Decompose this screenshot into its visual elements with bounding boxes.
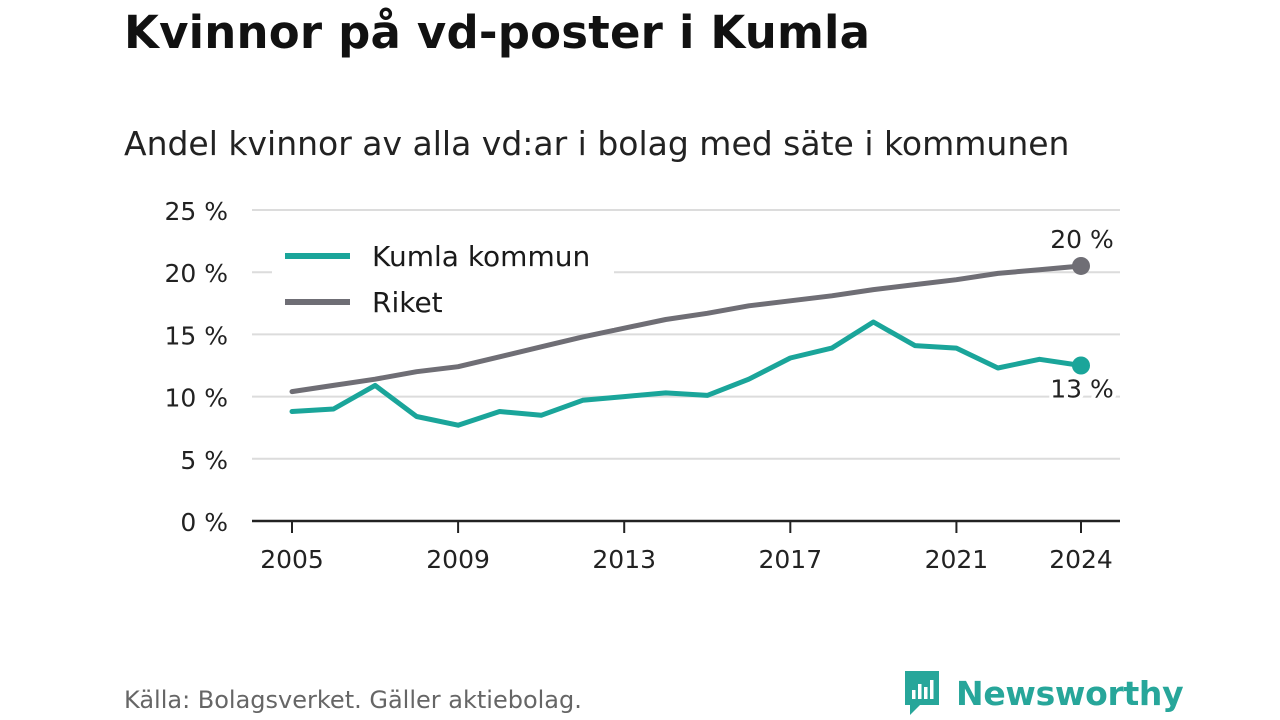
- end-label-halo: 13 %: [1050, 375, 1114, 404]
- end-label: 13 %: [1050, 375, 1114, 404]
- end-point-riket: [1072, 256, 1090, 275]
- end-label: 20 %: [1050, 225, 1114, 254]
- brand-logo: Newsworthy: [902, 668, 1184, 718]
- end-label-halo: 20 %: [1050, 225, 1114, 254]
- series-line-riket: [289, 263, 1084, 395]
- legend-label: Kumla kommun: [372, 240, 590, 273]
- x-tick-label: 2017: [759, 545, 823, 574]
- chart-title: Kvinnor på vd-poster i Kumla: [124, 6, 871, 59]
- x-tick-label: 2024: [1049, 545, 1113, 574]
- line-chart: 0 % 5 % 10 % 15 % 20 % 25 % 2005 2009 2013 2017 20…: [164, 197, 1120, 574]
- y-tick-label: 25 %: [164, 197, 228, 226]
- y-tick-label: 5 %: [180, 446, 228, 475]
- bar-chart-speech-bubble-icon: [905, 671, 939, 715]
- source-note: Källa: Bolagsverket. Gäller aktiebolag.: [124, 686, 582, 714]
- legend-background: [272, 232, 614, 328]
- x-tick-label: 2013: [592, 545, 656, 574]
- x-tick-label: 2005: [260, 545, 324, 574]
- x-tick-label: 2021: [925, 545, 989, 574]
- series-line-kumla-kommun: [289, 319, 1084, 428]
- chart-subtitle: Andel kvinnor av alla vd:ar i bolag med …: [124, 124, 1070, 163]
- brand-name: Newsworthy: [956, 673, 1184, 713]
- x-tick-label: 2009: [426, 545, 490, 574]
- y-tick-label: 0 %: [180, 508, 228, 537]
- legend-label: Riket: [372, 286, 443, 319]
- y-tick-label: 15 %: [164, 321, 228, 350]
- y-tick-label: 10 %: [164, 384, 228, 413]
- end-point-kumla-kommun: [1072, 356, 1090, 375]
- y-tick-label: 20 %: [164, 259, 228, 288]
